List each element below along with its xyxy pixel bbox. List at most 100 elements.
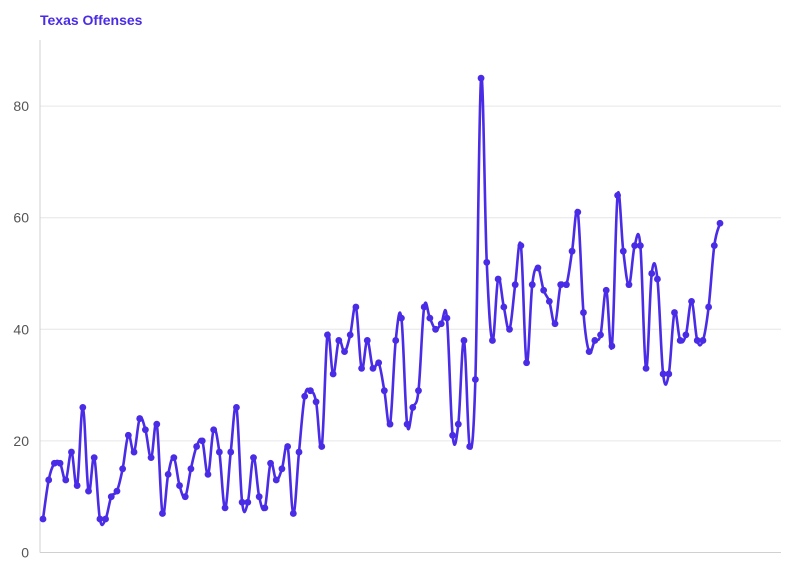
- data-point-35: [238, 498, 246, 506]
- data-point-5: [68, 448, 75, 456]
- data-point-39: [261, 504, 269, 512]
- data-point-92: [562, 281, 570, 289]
- data-point-78: [483, 258, 491, 266]
- data-point-41: [272, 476, 280, 484]
- data-point-108: [654, 275, 661, 283]
- data-point-30: [210, 426, 218, 434]
- data-point-28: [198, 437, 206, 445]
- data-point-87: [534, 264, 542, 272]
- data-point-46: [301, 392, 309, 400]
- data-point-43: [284, 443, 292, 450]
- data-point-107: [648, 270, 656, 277]
- data-point-14: [119, 465, 127, 473]
- data-point-113: [682, 331, 690, 339]
- data-point-16: [130, 448, 138, 456]
- data-point-64: [403, 420, 411, 428]
- data-point-42: [278, 465, 286, 473]
- data-point-1: [45, 476, 53, 484]
- chart-title: Texas Offenses: [40, 12, 143, 28]
- data-point-75: [466, 443, 474, 450]
- data-point-96: [585, 348, 593, 356]
- data-point-104: [631, 242, 639, 250]
- data-point-66: [415, 387, 422, 395]
- data-point-22: [164, 470, 172, 478]
- data-point-119: [716, 219, 724, 227]
- data-point-11: [102, 515, 109, 523]
- data-point-13: [113, 487, 121, 495]
- data-points: [39, 74, 724, 523]
- data-point-84: [517, 242, 525, 250]
- data-point-117: [705, 303, 713, 311]
- data-point-9: [90, 454, 98, 462]
- data-point-71: [443, 314, 451, 322]
- data-point-34: [233, 404, 240, 411]
- data-point-36: [244, 498, 252, 506]
- data-point-114: [688, 298, 695, 305]
- data-point-83: [511, 281, 519, 289]
- data-point-31: [215, 448, 223, 456]
- data-point-45: [295, 448, 303, 456]
- data-point-49: [318, 443, 326, 450]
- data-point-4: [62, 476, 70, 484]
- data-point-21: [159, 510, 166, 517]
- data-point-47: [306, 387, 314, 395]
- data-point-60: [380, 387, 388, 395]
- data-point-65: [409, 404, 417, 411]
- data-point-89: [545, 298, 553, 305]
- data-point-109: [659, 370, 667, 378]
- data-point-99: [602, 286, 610, 294]
- data-point-74: [460, 337, 468, 344]
- data-point-79: [489, 337, 496, 344]
- data-point-18: [142, 426, 149, 434]
- data-point-69: [432, 325, 439, 333]
- data-point-37: [250, 454, 257, 462]
- data-point-38: [255, 493, 263, 501]
- data-point-59: [375, 359, 383, 367]
- data-point-91: [557, 281, 565, 289]
- data-point-24: [176, 482, 183, 489]
- data-point-7: [79, 404, 87, 411]
- data-point-0: [39, 515, 47, 523]
- data-point-56: [358, 364, 365, 372]
- data-point-19: [147, 454, 155, 462]
- data-point-33: [227, 448, 235, 456]
- data-point-40: [267, 459, 274, 467]
- grid-lines: [40, 105, 781, 442]
- data-point-93: [568, 247, 576, 255]
- data-point-62: [392, 337, 400, 344]
- data-point-68: [426, 314, 434, 322]
- data-point-88: [540, 286, 548, 294]
- series-line: [41, 74, 722, 527]
- data-point-103: [625, 281, 633, 289]
- data-point-15: [124, 431, 132, 439]
- data-point-85: [523, 359, 530, 367]
- y-tick-label-80: 80: [13, 98, 29, 114]
- data-point-115: [693, 337, 701, 344]
- data-point-53: [341, 348, 348, 356]
- data-point-118: [710, 242, 718, 250]
- data-point-25: [181, 493, 189, 501]
- data-point-55: [352, 303, 360, 311]
- data-point-2: [50, 459, 58, 467]
- data-point-70: [437, 320, 445, 328]
- y-tick-label-60: 60: [13, 210, 29, 226]
- data-point-111: [671, 309, 678, 316]
- data-point-32: [221, 504, 229, 512]
- y-tick-label-40: 40: [13, 321, 29, 337]
- data-point-8: [85, 487, 92, 495]
- data-point-10: [96, 515, 104, 523]
- data-point-105: [636, 242, 644, 250]
- data-point-106: [642, 364, 650, 372]
- data-point-100: [608, 342, 616, 350]
- data-point-73: [454, 420, 462, 428]
- data-point-90: [551, 320, 559, 328]
- data-point-102: [619, 247, 627, 255]
- y-tick-label-20: 20: [13, 433, 29, 449]
- data-point-17: [136, 415, 144, 422]
- data-point-51: [329, 370, 337, 378]
- data-point-63: [398, 314, 405, 322]
- data-point-6: [73, 482, 81, 489]
- data-point-27: [193, 443, 201, 450]
- data-point-81: [500, 303, 508, 311]
